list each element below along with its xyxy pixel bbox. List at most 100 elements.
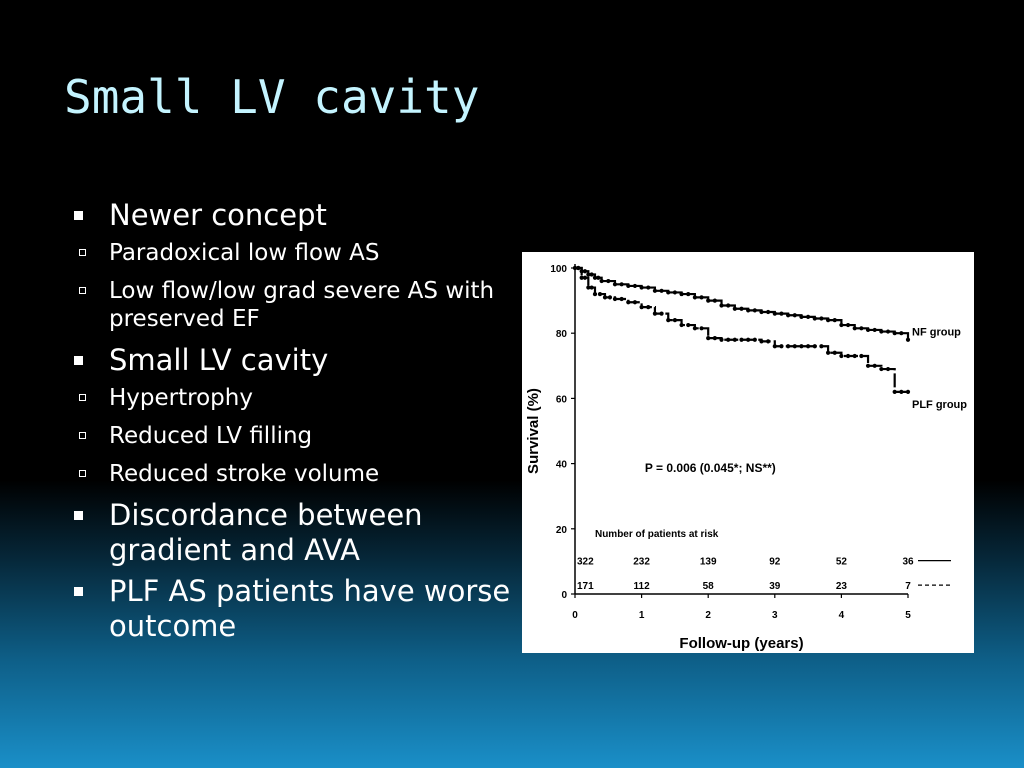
series-point [845,353,851,359]
bullet-newer-concept: Newer concept [72,198,512,233]
y-tick-label: 40 [556,460,568,471]
sub-bullet-list: Hypertrophy Reduced LV filling Reduced s… [72,384,512,488]
series-point [852,326,857,331]
series-point [597,291,603,297]
series-point [865,363,871,368]
series-point [812,316,817,321]
bullet-discordance: Discordance between gradient and AVA [72,498,512,568]
bullet-plf-outcome: PLF AS patients have worse outcome [72,574,512,644]
series-point [852,353,857,359]
series-point [572,265,578,271]
series-point [672,290,677,295]
series-point [799,314,804,319]
series-point [582,275,588,280]
x-axis-title: Follow-up (years) [679,635,803,652]
series-point [699,295,704,300]
risk-count: 39 [769,581,781,592]
risk-count: 36 [902,557,914,568]
series-point [766,309,771,315]
series-point [607,295,613,300]
series-point [825,350,831,355]
series-point [772,311,777,316]
series-point [619,282,624,287]
series-point [632,283,638,289]
series-point [752,308,757,313]
series-point [639,305,644,310]
series-point [872,327,877,333]
y-tick-label: 20 [556,525,568,536]
series-point [719,337,724,342]
series-point [792,313,797,318]
series-point [772,344,777,349]
series-point [839,353,844,359]
series-point [592,275,598,280]
series-point [905,337,911,342]
risk-count: 322 [577,557,594,568]
series-point [626,300,631,305]
x-tick-label: 2 [705,610,711,621]
series-point [606,278,611,284]
series-point [626,283,631,289]
series-point [699,326,704,331]
bullet-small-lv-cavity: Small LV cavity [72,343,512,378]
risk-count: 58 [703,581,715,592]
sub-bullet-list: Paradoxical low flow AS Low flow/low gra… [72,239,512,333]
series-point [646,285,651,290]
series-point [659,288,664,293]
series-point [596,275,601,280]
risk-count: 112 [634,581,651,592]
series-point [706,335,711,341]
series-point [579,275,584,280]
series-point [582,269,588,274]
series-point [746,337,751,342]
series-point [879,329,884,334]
sub-bullet-reduced-stroke-volume: Reduced stroke volume [72,460,512,488]
series-point [739,337,744,342]
series-point [806,314,811,319]
series-point [726,303,731,308]
series-point [905,389,911,394]
series-point [692,326,697,331]
series-point [825,318,831,323]
series-point [692,295,697,300]
series-point [766,339,771,344]
series-point [839,322,844,328]
bullet-list: Newer concept Paradoxical low flow AS Lo… [72,198,512,650]
risk-count: 139 [700,557,717,568]
series-point [599,278,604,284]
slide-title: Small LV cavity [64,70,480,124]
series-point [786,313,791,318]
series-point [859,353,864,359]
y-tick-label: 80 [556,329,568,340]
series-point [819,344,824,349]
risk-count: 232 [633,557,650,568]
series-point [892,389,897,394]
series-point [865,327,871,333]
series-point [639,285,644,290]
series-point [706,298,711,303]
series-point [586,272,591,277]
series-point [859,326,864,331]
series-point [832,350,837,355]
series-point [892,331,897,336]
series-point [732,306,737,311]
risk-count: 52 [836,557,848,568]
series-point [679,291,684,297]
series-point [686,291,691,297]
series-point [739,306,744,311]
series-point [712,335,717,341]
series-point [806,344,811,349]
series-point [832,318,837,323]
series-point [885,329,891,334]
risk-count: 23 [836,581,848,592]
survival-chart: 0 20 40 60 80 100 0 1 2 3 4 5 Follow-up (years) Survi… [522,252,974,653]
series-point [586,285,591,290]
series-point [686,322,691,328]
x-tick-label: 1 [639,610,645,621]
series-point [779,311,784,316]
series-point [602,295,608,300]
series-point [646,305,651,310]
series-point [652,311,658,316]
series-point [819,316,824,321]
